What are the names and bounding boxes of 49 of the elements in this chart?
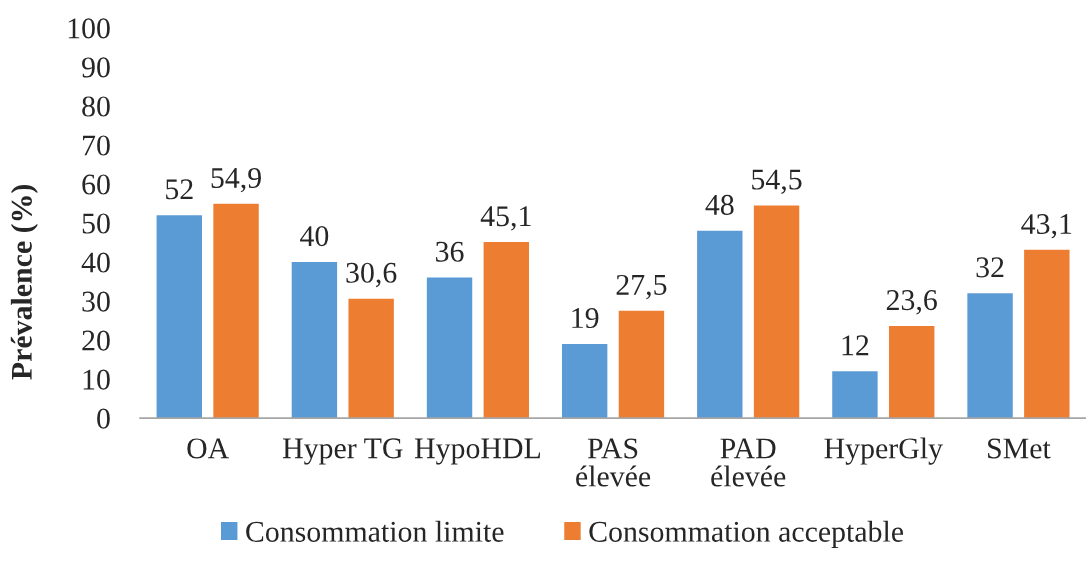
x-tick-label: HyperGly [824, 437, 943, 465]
data-label: 45,1 [480, 206, 531, 231]
y-tick-label: 80 [82, 96, 110, 117]
data-label: 23,6 [886, 290, 937, 315]
y-tick-label: 0 [97, 408, 110, 429]
bar [618, 310, 665, 419]
x-tick-label: PAS élevée [576, 438, 651, 487]
data-label: 48 [705, 194, 734, 215]
y-tick-label: 60 [82, 174, 110, 195]
y-tick-label: 50 [82, 213, 110, 234]
legend-label: Consommation limite [246, 520, 504, 542]
data-label: 54,5 [752, 169, 802, 194]
y-tick-label: 100 [68, 18, 110, 39]
y-tick-label: 20 [82, 330, 110, 351]
data-label: 12 [842, 335, 869, 356]
data-label: 52 [166, 179, 193, 200]
bar [561, 343, 608, 419]
y-tick-label: 30 [82, 291, 110, 312]
bar [348, 298, 394, 419]
y-axis-title: Prévalence (%) [10, 184, 38, 380]
legend-label: Consommation acceptable [589, 520, 904, 548]
data-label: 19 [572, 308, 599, 329]
data-label: 30,6 [346, 262, 397, 288]
y-tick-label: 10 [83, 369, 110, 390]
bar [967, 293, 1013, 419]
data-label: 43,1 [1021, 214, 1072, 239]
data-label: 36 [436, 241, 464, 262]
bar [1024, 249, 1070, 419]
y-tick-label: 70 [83, 135, 110, 156]
x-tick-label: OA [187, 438, 229, 459]
data-label: 32 [976, 257, 1004, 278]
bar [156, 215, 202, 419]
y-tick-label: 90 [82, 57, 110, 78]
data-label: 40 [300, 226, 329, 247]
bar [753, 205, 800, 419]
y-tick-label: 40 [81, 252, 110, 273]
bar [697, 230, 743, 419]
bar [483, 242, 529, 419]
x-tick-label: Hyper TG [282, 438, 403, 465]
x-tick-label: SMet [988, 438, 1051, 459]
data-label: 54,9 [211, 167, 261, 193]
bar [291, 261, 338, 419]
bar [888, 325, 935, 419]
bar [426, 277, 473, 419]
x-tick-label: PAD élevée [711, 438, 786, 487]
bar [213, 203, 259, 419]
bar [832, 371, 878, 419]
data-label: 27,5 [616, 274, 667, 300]
x-tick-label: HypoHDL [414, 438, 540, 465]
